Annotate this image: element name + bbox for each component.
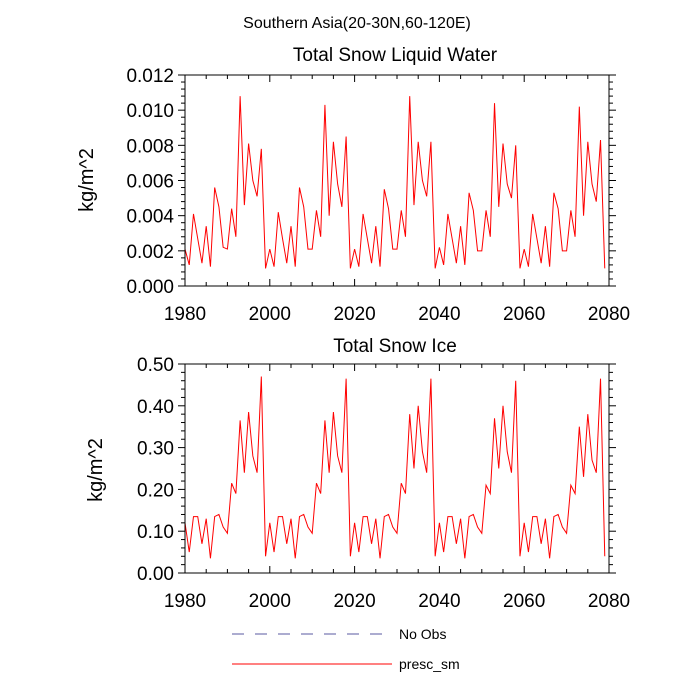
y-axis-label: kg/m^2	[76, 148, 98, 212]
y-axis-label: kg/m^2	[85, 438, 107, 502]
x-tick-label: 2040	[418, 591, 460, 612]
x-tick-label: 2080	[588, 591, 630, 612]
x-tick-label: 2020	[333, 304, 375, 325]
panel-snow-ice: Total Snow Ice kg/m^2 1980 2000 2020 2040 20…	[85, 336, 630, 612]
panel-snow-liquid-water: Total Snow Liquid Water kg/m^2 1980 2000 2…	[76, 45, 630, 325]
y-tick-label: 0.012	[126, 66, 174, 87]
y-tick-label: 0.010	[126, 101, 174, 122]
x-tick-label: 1980	[164, 591, 206, 612]
y-tick-label: 0.00	[137, 564, 174, 585]
series-line	[184, 96, 606, 269]
x-tick-label: 2040	[418, 304, 460, 325]
series-line	[184, 376, 606, 559]
y-tick-label: 0.30	[137, 439, 174, 460]
x-tick-label: 2080	[588, 304, 630, 325]
x-tick-label: 1980	[164, 304, 206, 325]
legend: No Obs presc_sm	[232, 626, 460, 672]
x-tick-label: 2060	[503, 304, 545, 325]
y-tick-label: 0.000	[126, 277, 174, 298]
figure-suptitle: Southern Asia(20-30N,60-120E)	[243, 15, 471, 32]
y-tick-label: 0.006	[126, 172, 174, 193]
legend-obs-label: No Obs	[399, 626, 446, 642]
y-tick-label: 0.004	[126, 207, 174, 228]
y-tick-label: 0.50	[137, 355, 174, 376]
x-tick-label: 2000	[249, 591, 291, 612]
plot-frame	[184, 363, 610, 574]
panel-title: Total Snow Ice	[333, 336, 457, 357]
x-tick-label: 2020	[333, 591, 375, 612]
plot-frame	[184, 74, 610, 287]
y-tick-label: 0.20	[137, 480, 174, 501]
x-tick-label: 2060	[503, 591, 545, 612]
y-tick-label: 0.40	[137, 397, 174, 418]
panel-title: Total Snow Liquid Water	[293, 45, 498, 66]
legend-model-label: presc_sm	[399, 656, 460, 672]
x-tick-label: 2000	[249, 304, 291, 325]
y-tick-label: 0.008	[126, 136, 174, 157]
y-tick-label: 0.10	[137, 522, 174, 543]
y-tick-label: 0.002	[126, 242, 174, 263]
